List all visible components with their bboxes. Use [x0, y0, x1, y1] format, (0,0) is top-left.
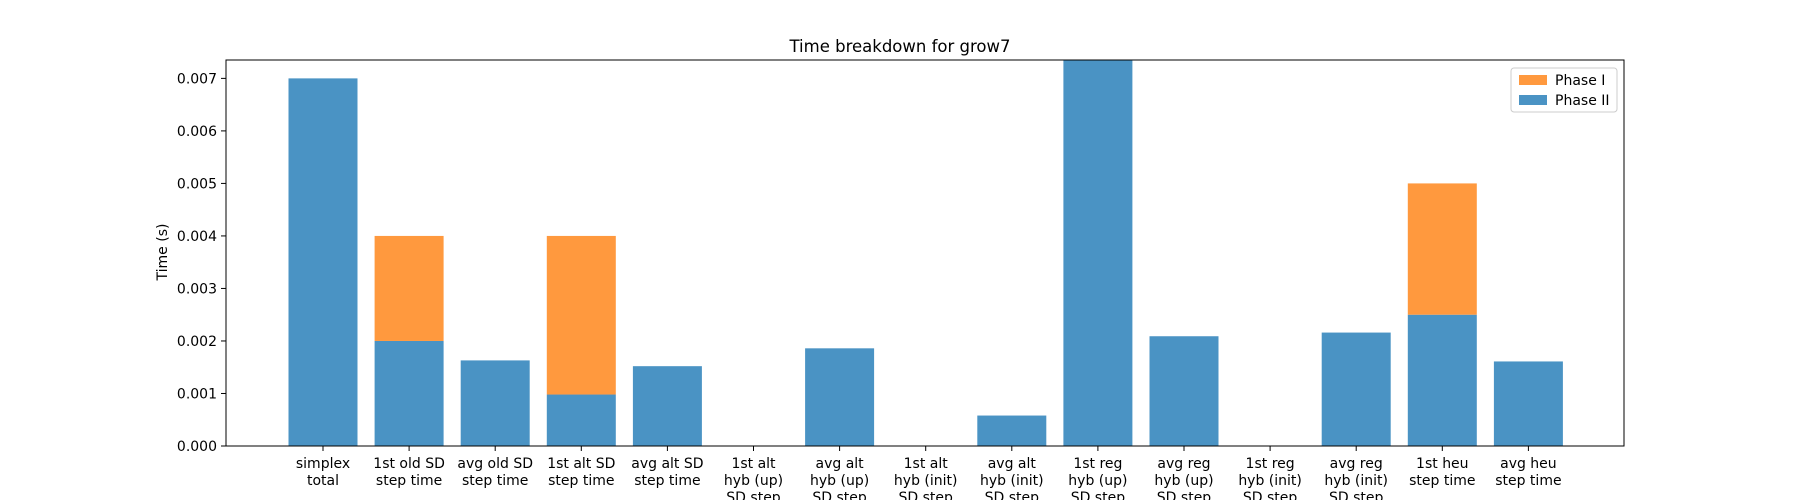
x-tick-label-line: hyb (up) — [1068, 473, 1127, 489]
y-tick-label: 0.002 — [177, 334, 217, 350]
x-tick-label-line: 1st old SD — [373, 456, 445, 472]
x-tick-label-line: 1st reg — [1246, 456, 1295, 472]
bar-phase-i — [374, 235, 444, 341]
bar-phase-ii — [1321, 332, 1391, 446]
x-tick-label: avg old SD step time — [457, 456, 533, 489]
bar-phase-ii — [977, 415, 1047, 446]
x-tick-label-line: step time — [376, 473, 442, 489]
x-tick-label: 1st alt SD step time — [547, 456, 615, 489]
x-tick-label-line: SD step — [726, 490, 781, 500]
x-tick-label-line: 1st alt — [731, 456, 776, 472]
x-tick-label-line: hyb (init) — [1324, 473, 1388, 489]
bar-phase-ii — [546, 394, 616, 446]
x-tick-label-line: avg alt — [816, 456, 865, 472]
x-tick-label-line: avg alt — [988, 456, 1037, 472]
y-tick-label: 0.000 — [177, 439, 217, 455]
x-tick-label-line: SD step — [985, 490, 1040, 500]
x-tick-label: avg heu step time — [1495, 456, 1561, 489]
bar-phase-ii — [632, 366, 702, 446]
bar-phase-i — [1407, 183, 1477, 315]
x-tick-label-line: 1st reg — [1073, 456, 1122, 472]
x-tick-label-line: avg reg — [1330, 456, 1383, 472]
x-tick-label-line: SD step — [812, 490, 867, 500]
x-tick-label: avg reg hyb (init) SD step — [1324, 456, 1388, 500]
x-tick-label-line: avg reg — [1157, 456, 1210, 472]
y-tick-label: 0.003 — [177, 281, 217, 297]
x-tick-label: 1st reg hyb (up) SD step — [1068, 456, 1127, 500]
x-tick-label-line: simplex — [296, 456, 350, 472]
bar-phase-ii — [1063, 60, 1133, 446]
x-tick-label-line: SD step — [1243, 490, 1298, 500]
legend-swatch — [1519, 95, 1547, 105]
x-tick-label-line: step time — [1409, 473, 1475, 489]
x-tick-label-line: SD step — [1071, 490, 1126, 500]
x-tick-label-line: avg alt SD — [631, 456, 703, 472]
legend-swatch — [1519, 75, 1547, 85]
x-tick-label-line: 1st alt SD — [547, 456, 615, 472]
x-tick-label-line: step time — [548, 473, 614, 489]
x-tick-label-line: avg heu — [1500, 456, 1557, 472]
x-tick-label: 1st old SD step time — [373, 456, 445, 489]
x-tick-label: 1st heu step time — [1409, 456, 1475, 489]
y-tick-label: 0.006 — [177, 124, 217, 140]
x-tick-label: 1st alt hyb (init) SD step — [894, 456, 958, 500]
bar-phase-ii — [460, 360, 530, 446]
x-tick-label: avg reg hyb (up) SD step — [1154, 456, 1213, 500]
legend-label: Phase II — [1555, 93, 1610, 109]
bar-phase-ii — [288, 78, 358, 446]
x-tick-label-line: avg old SD — [457, 456, 533, 472]
bar-phase-ii — [1407, 314, 1477, 446]
x-tick-label-line: total — [307, 473, 339, 489]
x-tick-label: 1st alt hyb (up) SD step — [724, 456, 783, 500]
y-tick-label: 0.001 — [177, 386, 217, 402]
x-tick-label: simplex total — [296, 456, 350, 489]
chart-title: Time breakdown for grow7 — [788, 37, 1010, 56]
bar-phase-i — [546, 235, 616, 395]
bar-phase-ii — [1149, 336, 1219, 446]
x-tick-label: avg alt hyb (up) SD step — [810, 456, 869, 500]
y-tick-label: 0.007 — [177, 71, 217, 87]
x-tick-label-line: SD step — [1329, 490, 1384, 500]
legend: Phase I Phase II — [1510, 67, 1618, 113]
x-tick-label-line: hyb (init) — [980, 473, 1044, 489]
x-tick-label-line: hyb (init) — [1238, 473, 1302, 489]
x-tick-label: 1st reg hyb (init) SD step — [1238, 456, 1302, 500]
bar-phase-ii — [1493, 361, 1563, 446]
x-tick-label-line: hyb (up) — [1154, 473, 1213, 489]
y-tick-label: 0.004 — [177, 229, 217, 245]
bar-phase-ii — [805, 348, 875, 446]
y-tick-label: 0.005 — [177, 176, 217, 192]
x-tick-label: avg alt SD step time — [631, 456, 703, 489]
x-tick-label-line: hyb (up) — [724, 473, 783, 489]
x-tick-label-line: step time — [1495, 473, 1561, 489]
x-tick-label-line: hyb (up) — [810, 473, 869, 489]
x-tick-label-line: step time — [462, 473, 528, 489]
bar-phase-ii — [374, 340, 444, 446]
x-tick-label-line: 1st heu — [1416, 456, 1469, 472]
x-tick-label-line: 1st alt — [904, 456, 949, 472]
legend-label: Phase I — [1555, 73, 1605, 89]
x-tick-label: avg alt hyb (init) SD step — [980, 456, 1044, 500]
x-tick-label-line: step time — [634, 473, 700, 489]
axes-frame — [225, 59, 1625, 447]
x-tick-label-line: SD step — [898, 490, 953, 500]
x-tick-label-line: hyb (init) — [894, 473, 958, 489]
y-axis-label: Time (s) — [155, 224, 171, 282]
x-tick-label-line: SD step — [1157, 490, 1212, 500]
